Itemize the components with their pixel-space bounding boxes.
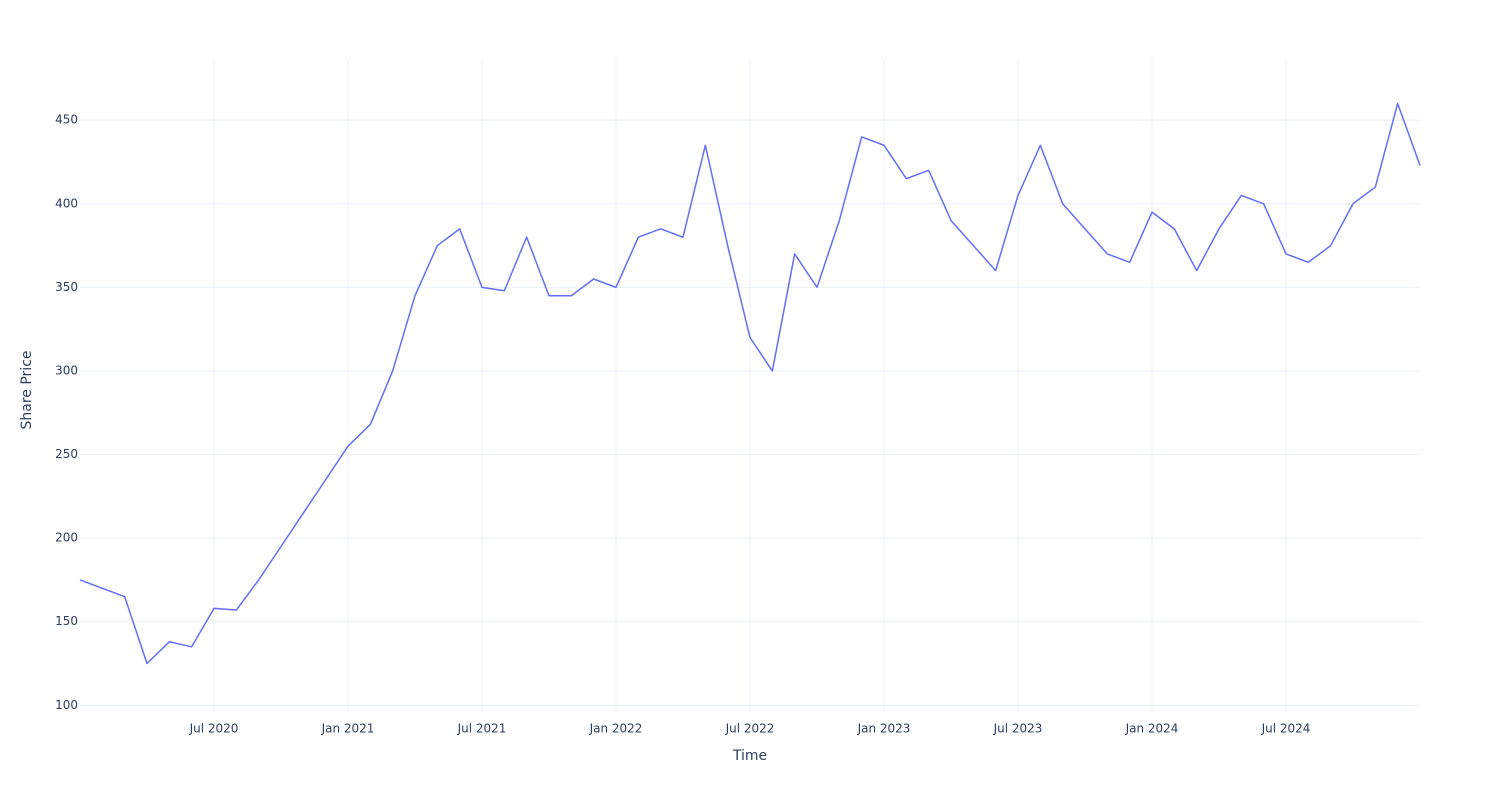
y-tick-label: 350: [55, 280, 78, 294]
x-tick-label: Jul 2020: [189, 722, 239, 736]
line: [79, 102, 1421, 665]
y-axis-title: Share Price: [19, 350, 35, 429]
y-tick-label: 300: [55, 363, 78, 377]
x-tick-label: Jan 2023: [857, 722, 911, 736]
y-tick-label: 450: [55, 113, 78, 127]
y-tick-label: 200: [55, 531, 78, 545]
x-tick-label: Jul 2023: [993, 722, 1043, 736]
x-tick-label: Jan 2021: [321, 722, 375, 736]
y-tick-label: 400: [55, 196, 78, 210]
x-tick-label: Jul 2022: [725, 722, 775, 736]
y-tick-label: 150: [55, 614, 78, 628]
x-tick-label: Jul 2021: [457, 722, 507, 736]
x-axis-title: Time: [732, 748, 767, 764]
x-tick-label: Jul 2024: [1261, 722, 1311, 736]
x-tick-label: Jan 2022: [589, 722, 643, 736]
x-tick-label: Jan 2024: [1125, 722, 1179, 736]
y-tick-label: 100: [55, 698, 78, 712]
y-tick-label: 250: [55, 447, 78, 461]
